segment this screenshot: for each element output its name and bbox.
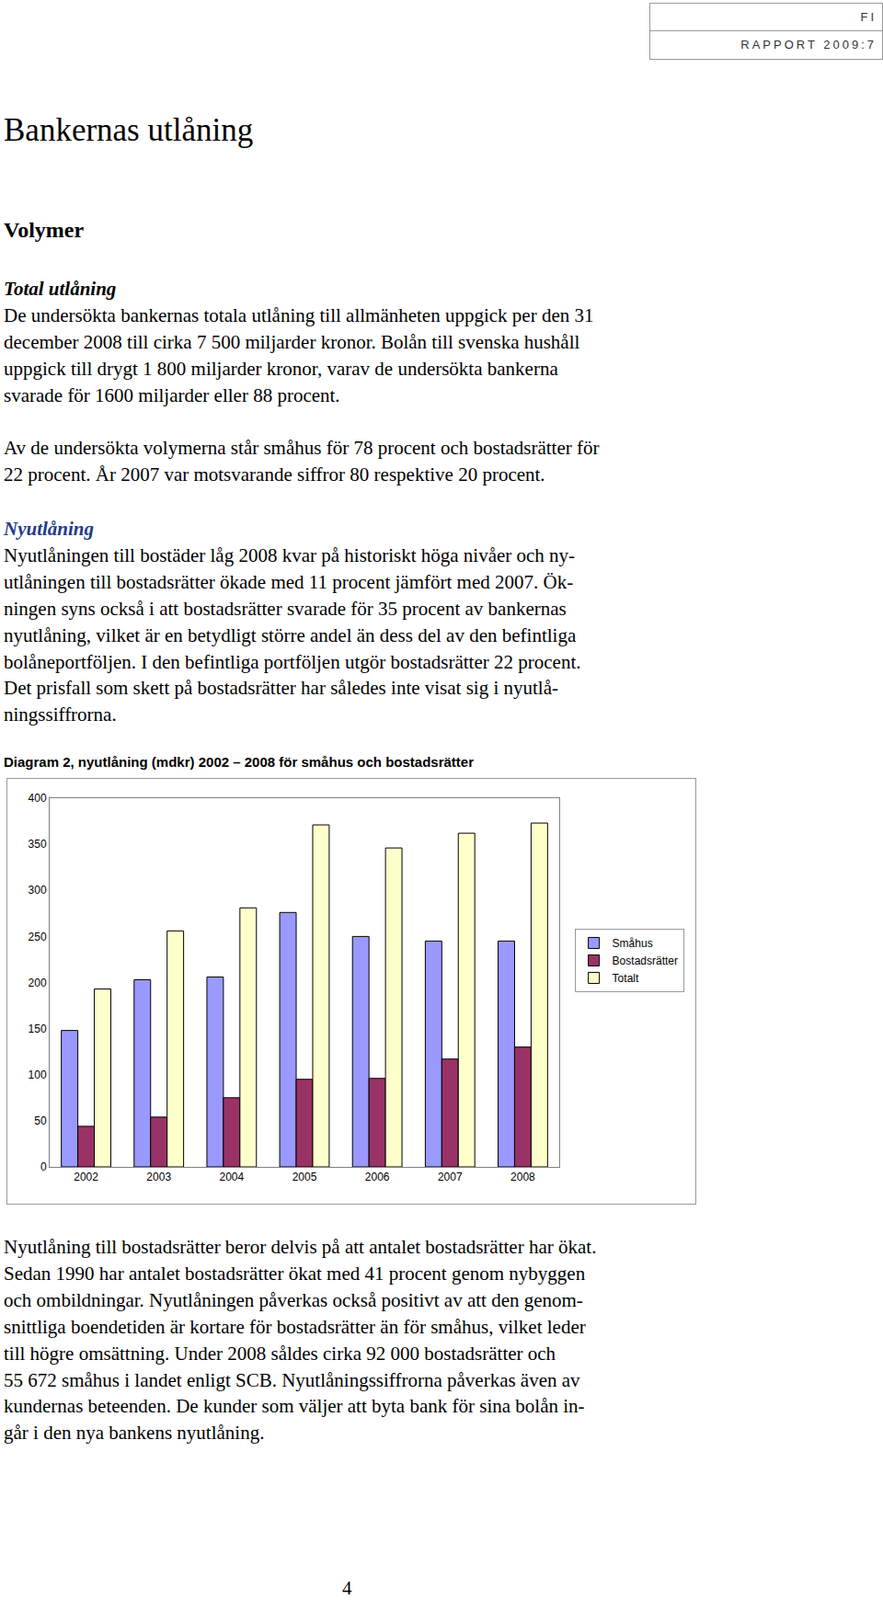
svg-text:2002: 2002 — [73, 1170, 99, 1184]
html-text:RAPPORT 2009:7: RAPPORT 2009:7 — [740, 37, 877, 52]
html-text:4: 4 — [342, 1577, 352, 1600]
svg-text:350: 350 — [28, 837, 47, 851]
svg-text:2007: 2007 — [437, 1170, 463, 1184]
html-text:Nyutlåning till bostadsrätter: Nyutlåning till bostadsrätter beror delv… — [3, 1236, 597, 1259]
html-text:bolåneportföljen. I den befint: bolåneportföljen. I den befintliga portf… — [3, 650, 581, 673]
html-text:svarade för 1600 miljarder ell: svarade för 1600 miljarder eller 88 proc… — [3, 384, 340, 407]
html-text:Total utlåning: Total utlåning — [3, 277, 117, 300]
html-text:snittliga boendetiden är korta: snittliga boendetiden är kortare för bos… — [3, 1315, 586, 1339]
html-text:Bankernas utlåning: Bankernas utlåning — [3, 112, 254, 149]
svg-text:2006: 2006 — [365, 1170, 390, 1184]
html-text:till högre omsättning. Under 2: till högre omsättning. Under 2008 såldes… — [3, 1342, 556, 1365]
svg-text:100: 100 — [28, 1068, 47, 1082]
html-text:FI: FI — [860, 10, 877, 24]
html-text:går i den nya bankens nyutlåni: går i den nya bankens nyutlåning. — [3, 1422, 265, 1445]
html-text:kundernas beteenden. De kunder: kundernas beteenden. De kunder som välje… — [3, 1395, 585, 1418]
html-text:22 procent. År 2007 var motsva: 22 procent. År 2007 var motsvarande siff… — [3, 463, 546, 486]
svg-text:2004: 2004 — [219, 1170, 245, 1184]
html-text:55 672 småhus i landet enligt: 55 672 småhus i landet enligt SCB. Nyutl… — [3, 1369, 581, 1392]
html-text:Diagram 2, nyutlåning (mdkr) 2: Diagram 2, nyutlåning (mdkr) 2002 – 2008… — [3, 754, 474, 770]
svg-text:0: 0 — [40, 1160, 47, 1174]
html-text:nyutlåning, vilket är en betyd: nyutlåning, vilket är en betydligt störr… — [3, 624, 577, 647]
html-text:Det prisfall som skett på bost: Det prisfall som skett på bostadsrätter … — [3, 677, 559, 700]
svg-text:300: 300 — [28, 883, 47, 897]
svg-text:Totalt: Totalt — [612, 972, 640, 986]
html-text:december 2008 till cirka 7 500: december 2008 till cirka 7 500 miljarder… — [3, 330, 580, 354]
svg-text:400: 400 — [28, 791, 47, 805]
svg-text:250: 250 — [28, 930, 47, 944]
html-text:ningssiffrorna.: ningssiffrorna. — [3, 703, 117, 726]
svg-text:2008: 2008 — [510, 1170, 536, 1184]
html-text:utlåningen till bostadsrätter: utlåningen till bostadsrätter ökade med … — [3, 571, 574, 594]
html-text:De undersökta bankernas totala: De undersökta bankernas totala utlåning … — [3, 304, 594, 327]
svg-text:200: 200 — [28, 976, 47, 990]
svg-text:2003: 2003 — [146, 1170, 172, 1184]
svg-text:Småhus: Småhus — [612, 937, 654, 951]
html-text:Nyutlåning: Nyutlåning — [3, 517, 94, 540]
html-text:uppgick till drygt 1 800 milja: uppgick till drygt 1 800 miljarder krono… — [3, 357, 559, 380]
svg-text:150: 150 — [28, 1022, 47, 1036]
html-text:Av de undersökta volymerna stå: Av de undersökta volymerna står småhus f… — [3, 436, 600, 459]
svg-text:2005: 2005 — [292, 1170, 318, 1184]
html-text:Sedan 1990 har antalet bostads: Sedan 1990 har antalet bostadsrätter öka… — [3, 1262, 586, 1285]
html-text:och ombildningar. Nyutlåningen: och ombildningar. Nyutlåningen påverkas … — [3, 1289, 584, 1312]
html-text:ningen syns också i att bostad: ningen syns också i att bostadsrätter sv… — [3, 597, 567, 620]
svg-text:50: 50 — [34, 1114, 47, 1128]
svg-text:Bostadsrätter: Bostadsrätter — [612, 954, 678, 968]
html-text:Nyutlåningen till bostäder låg: Nyutlåningen till bostäder låg 2008 kvar… — [3, 544, 575, 567]
html-text:Volymer: Volymer — [3, 217, 84, 242]
